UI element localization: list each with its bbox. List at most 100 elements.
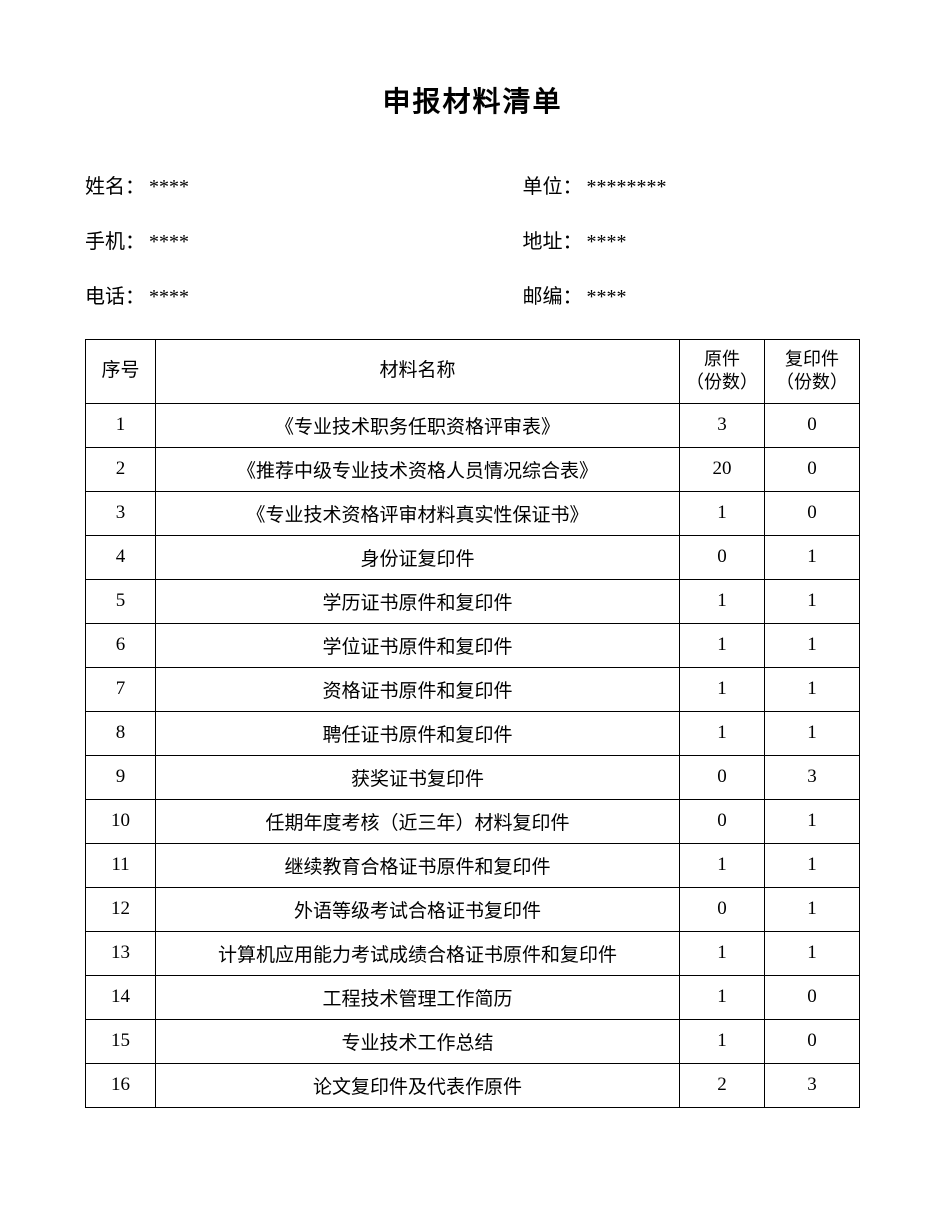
table-row: 11 继续教育合格证书原件和复印件 1 1 — [86, 843, 860, 887]
phone-label: 电话： — [85, 280, 145, 309]
cell-seq: 4 — [86, 535, 156, 579]
cell-copy: 1 — [765, 799, 860, 843]
cell-original: 0 — [680, 755, 765, 799]
cell-name: 学位证书原件和复印件 — [156, 623, 680, 667]
cell-original: 1 — [680, 1019, 765, 1063]
name-label: 姓名： — [85, 170, 145, 199]
cell-copy: 1 — [765, 535, 860, 579]
cell-name: 外语等级考试合格证书复印件 — [156, 887, 680, 931]
cell-original: 0 — [680, 887, 765, 931]
cell-seq: 8 — [86, 711, 156, 755]
cell-seq: 7 — [86, 667, 156, 711]
cell-seq: 1 — [86, 403, 156, 447]
header-copy-l1: 复印件 — [785, 349, 839, 369]
info-grid: 姓名： **** 单位： ******** 手机： **** 地址： **** … — [85, 170, 860, 309]
cell-name: 《专业技术职务任职资格评审表》 — [156, 403, 680, 447]
table-row: 16 论文复印件及代表作原件 2 3 — [86, 1063, 860, 1107]
header-copy: 复印件 （份数） — [765, 340, 860, 404]
cell-seq: 13 — [86, 931, 156, 975]
cell-name: 任期年度考核（近三年）材料复印件 — [156, 799, 680, 843]
cell-seq: 9 — [86, 755, 156, 799]
cell-name: 《专业技术资格评审材料真实性保证书》 — [156, 491, 680, 535]
header-copy-l2: （份数） — [776, 372, 848, 392]
cell-copy: 0 — [765, 447, 860, 491]
cell-original: 0 — [680, 535, 765, 579]
cell-copy: 1 — [765, 579, 860, 623]
table-row: 4 身份证复印件 0 1 — [86, 535, 860, 579]
cell-copy: 1 — [765, 667, 860, 711]
cell-name: 专业技术工作总结 — [156, 1019, 680, 1063]
cell-seq: 15 — [86, 1019, 156, 1063]
cell-name: 论文复印件及代表作原件 — [156, 1063, 680, 1107]
cell-name: 继续教育合格证书原件和复印件 — [156, 843, 680, 887]
info-phone: 电话： **** — [85, 280, 463, 309]
cell-seq: 11 — [86, 843, 156, 887]
cell-seq: 10 — [86, 799, 156, 843]
header-seq: 序号 — [86, 340, 156, 404]
cell-seq: 12 — [86, 887, 156, 931]
address-label: 地址： — [523, 225, 583, 254]
cell-original: 1 — [680, 623, 765, 667]
cell-original: 1 — [680, 975, 765, 1019]
info-address: 地址： **** — [483, 225, 861, 254]
header-original-l1: 原件 — [704, 349, 740, 369]
header-original: 原件 （份数） — [680, 340, 765, 404]
zip-label: 邮编： — [523, 280, 583, 309]
header-original-l2: （份数） — [686, 372, 758, 392]
zip-value: **** — [587, 286, 627, 309]
cell-seq: 2 — [86, 447, 156, 491]
cell-copy: 0 — [765, 1019, 860, 1063]
cell-name: 计算机应用能力考试成绩合格证书原件和复印件 — [156, 931, 680, 975]
materials-table: 序号 材料名称 原件 （份数） 复印件 （份数） 1 《专业技术职务任职资格评审… — [85, 339, 860, 1108]
cell-original: 2 — [680, 1063, 765, 1107]
cell-original: 3 — [680, 403, 765, 447]
table-row: 7 资格证书原件和复印件 1 1 — [86, 667, 860, 711]
cell-copy: 0 — [765, 491, 860, 535]
phone-value: **** — [149, 286, 189, 309]
table-row: 6 学位证书原件和复印件 1 1 — [86, 623, 860, 667]
cell-seq: 5 — [86, 579, 156, 623]
cell-original: 1 — [680, 931, 765, 975]
table-row: 1 《专业技术职务任职资格评审表》 3 0 — [86, 403, 860, 447]
page-title: 申报材料清单 — [85, 80, 860, 120]
table-row: 5 学历证书原件和复印件 1 1 — [86, 579, 860, 623]
cell-copy: 0 — [765, 975, 860, 1019]
cell-copy: 3 — [765, 755, 860, 799]
table-row: 15 专业技术工作总结 1 0 — [86, 1019, 860, 1063]
table-body: 1 《专业技术职务任职资格评审表》 3 0 2 《推荐中级专业技术资格人员情况综… — [86, 403, 860, 1107]
cell-seq: 14 — [86, 975, 156, 1019]
cell-name: 《推荐中级专业技术资格人员情况综合表》 — [156, 447, 680, 491]
cell-copy: 1 — [765, 711, 860, 755]
cell-name: 身份证复印件 — [156, 535, 680, 579]
mobile-value: **** — [149, 231, 189, 254]
table-row: 13 计算机应用能力考试成绩合格证书原件和复印件 1 1 — [86, 931, 860, 975]
cell-copy: 3 — [765, 1063, 860, 1107]
table-row: 9 获奖证书复印件 0 3 — [86, 755, 860, 799]
mobile-label: 手机： — [85, 225, 145, 254]
name-value: **** — [149, 176, 189, 199]
cell-name: 资格证书原件和复印件 — [156, 667, 680, 711]
cell-copy: 1 — [765, 843, 860, 887]
cell-seq: 3 — [86, 491, 156, 535]
cell-seq: 16 — [86, 1063, 156, 1107]
cell-original: 1 — [680, 711, 765, 755]
cell-seq: 6 — [86, 623, 156, 667]
cell-name: 聘任证书原件和复印件 — [156, 711, 680, 755]
info-zip: 邮编： **** — [483, 280, 861, 309]
cell-original: 1 — [680, 667, 765, 711]
info-mobile: 手机： **** — [85, 225, 463, 254]
table-row: 10 任期年度考核（近三年）材料复印件 0 1 — [86, 799, 860, 843]
info-name: 姓名： **** — [85, 170, 463, 199]
cell-copy: 1 — [765, 931, 860, 975]
table-row: 2 《推荐中级专业技术资格人员情况综合表》 20 0 — [86, 447, 860, 491]
unit-value: ******** — [587, 176, 667, 199]
cell-copy: 1 — [765, 887, 860, 931]
cell-name: 工程技术管理工作简历 — [156, 975, 680, 1019]
table-row: 3 《专业技术资格评审材料真实性保证书》 1 0 — [86, 491, 860, 535]
cell-name: 学历证书原件和复印件 — [156, 579, 680, 623]
header-name: 材料名称 — [156, 340, 680, 404]
cell-original: 1 — [680, 579, 765, 623]
table-row: 8 聘任证书原件和复印件 1 1 — [86, 711, 860, 755]
table-header-row: 序号 材料名称 原件 （份数） 复印件 （份数） — [86, 340, 860, 404]
cell-original: 0 — [680, 799, 765, 843]
